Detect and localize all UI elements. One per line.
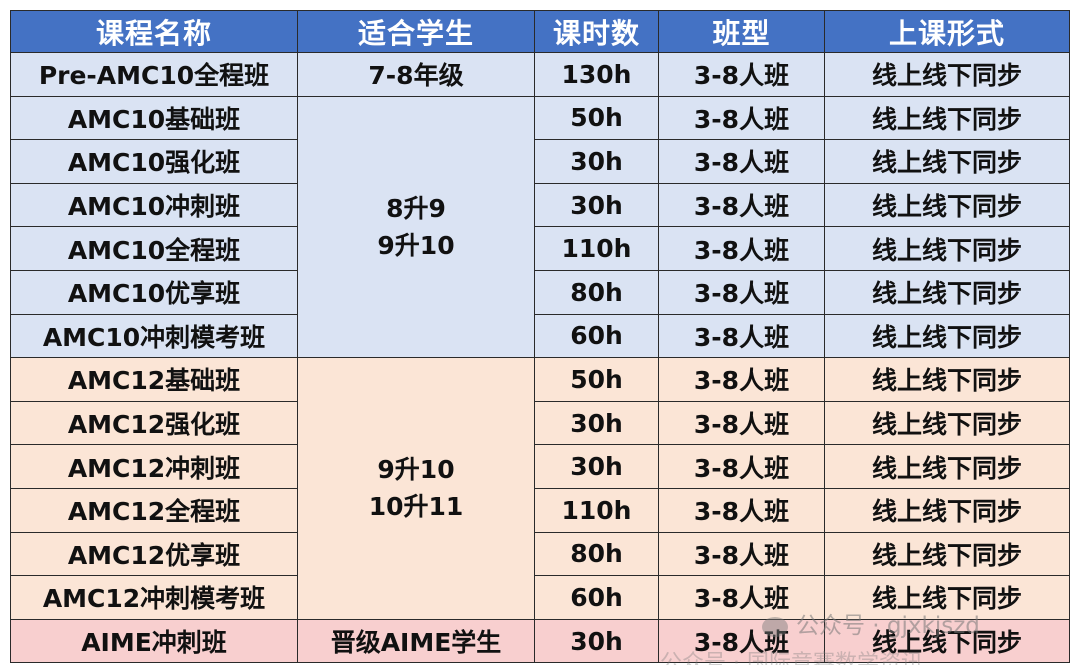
- format-cell: 线上线下同步: [824, 400, 1070, 446]
- header-format: 上课形式: [824, 10, 1070, 53]
- table-row: AMC12全程班 110h 3-8人班 线上线下同步: [10, 487, 1070, 533]
- class-size-cell: 3-8人班: [658, 575, 825, 620]
- students-line: 9升10: [377, 455, 455, 485]
- course-name-cell: AMC10优享班: [10, 269, 298, 315]
- class-size-cell: 3-8人班: [658, 618, 825, 664]
- course-table: 课程名称 适合学生 课时数 班型 上课形式 Pre-AMC10全程班 7-8年级…: [10, 10, 1070, 664]
- course-name-cell: Pre-AMC10全程班: [10, 52, 298, 97]
- format-cell: 线上线下同步: [824, 575, 1070, 620]
- course-name-cell: AMC10强化班: [10, 139, 298, 184]
- header-students: 适合学生: [297, 10, 535, 53]
- table-row: AMC12冲刺班 30h 3-8人班 线上线下同步: [10, 444, 1070, 489]
- table-row: AMC12强化班 30h 3-8人班 线上线下同步: [10, 400, 1070, 446]
- course-name-cell: AMC12冲刺模考班: [10, 575, 298, 620]
- course-name-cell: AMC12全程班: [10, 487, 298, 533]
- format-cell: 线上线下同步: [824, 52, 1070, 97]
- students-cell: 晋级AIME学生: [297, 618, 535, 664]
- class-size-cell: 3-8人班: [658, 487, 825, 533]
- course-name-cell: AMC10基础班: [10, 95, 298, 141]
- students-line: 9升10: [377, 230, 455, 260]
- class-size-cell: 3-8人班: [658, 226, 825, 271]
- format-cell: 线上线下同步: [824, 139, 1070, 184]
- hours-cell: 50h: [534, 357, 659, 402]
- format-cell: 线上线下同步: [824, 226, 1070, 271]
- watermark-partial: 公众号 · 国际竞赛数学资讯: [660, 651, 1030, 665]
- class-size-cell: 3-8人班: [658, 531, 825, 577]
- format-cell: 线上线下同步: [824, 444, 1070, 489]
- course-name-cell: AMC12强化班: [10, 400, 298, 446]
- hours-cell: 130h: [534, 52, 659, 97]
- table-row: AMC12冲刺模考班 60h 3-8人班 线上线下同步: [10, 575, 1070, 620]
- hours-cell: 30h: [534, 400, 659, 446]
- hours-cell: 50h: [534, 95, 659, 141]
- class-size-cell: 3-8人班: [658, 95, 825, 141]
- course-table-container: 课程名称 适合学生 课时数 班型 上课形式 Pre-AMC10全程班 7-8年级…: [10, 10, 1070, 664]
- table-row: AMC10强化班 30h 3-8人班 线上线下同步: [10, 139, 1070, 184]
- header-hours: 课时数: [534, 10, 659, 53]
- hours-cell: 30h: [534, 139, 659, 184]
- class-size-cell: 3-8人班: [658, 182, 825, 228]
- class-size-cell: 3-8人班: [658, 313, 825, 359]
- table-row: AMC12基础班 9升10 10升11 50h 3-8人班 线上线下同步: [10, 357, 1070, 620]
- students-line: 10升11: [368, 492, 464, 522]
- class-size-cell: 3-8人班: [658, 52, 825, 97]
- students-cell-amc12: 9升10 10升11: [297, 357, 535, 620]
- table-row: AMC10全程班 110h 3-8人班 线上线下同步: [10, 226, 1070, 271]
- table-row: AMC10冲刺班 30h 3-8人班 线上线下同步: [10, 182, 1070, 228]
- header-course-name: 课程名称: [10, 10, 298, 53]
- hours-cell: 80h: [534, 531, 659, 577]
- hours-cell: 110h: [534, 487, 659, 533]
- course-name-cell: AMC12优享班: [10, 531, 298, 577]
- class-size-cell: 3-8人班: [658, 357, 825, 402]
- hours-cell: 30h: [534, 182, 659, 228]
- students-cell-amc10: 8升9 9升10: [297, 95, 535, 359]
- format-cell: 线上线下同步: [824, 531, 1070, 577]
- format-cell: 线上线下同步: [824, 487, 1070, 533]
- format-cell: 线上线下同步: [824, 618, 1070, 664]
- hours-cell: 60h: [534, 575, 659, 620]
- course-name-cell: AMC10全程班: [10, 226, 298, 271]
- header-row: 课程名称 适合学生 课时数 班型 上课形式: [10, 10, 1070, 53]
- students-line: 8升9: [386, 193, 446, 223]
- table-row: AMC12优享班 80h 3-8人班 线上线下同步: [10, 531, 1070, 577]
- hours-cell: 80h: [534, 269, 659, 315]
- format-cell: 线上线下同步: [824, 357, 1070, 402]
- table-row: AMC10冲刺模考班 60h 3-8人班 线上线下同步: [10, 313, 1070, 359]
- format-cell: 线上线下同步: [824, 95, 1070, 141]
- class-size-cell: 3-8人班: [658, 269, 825, 315]
- course-name-cell: AMC10冲刺模考班: [10, 313, 298, 359]
- class-size-cell: 3-8人班: [658, 444, 825, 489]
- table-row: AMC10优享班 80h 3-8人班 线上线下同步: [10, 269, 1070, 315]
- format-cell: 线上线下同步: [824, 269, 1070, 315]
- class-size-cell: 3-8人班: [658, 400, 825, 446]
- table-row: AIME冲刺班 晋级AIME学生 30h 3-8人班 线上线下同步: [10, 618, 1070, 664]
- format-cell: 线上线下同步: [824, 182, 1070, 228]
- course-name-cell: AMC12基础班: [10, 357, 298, 402]
- students-cell: 7-8年级: [297, 52, 535, 97]
- course-name-cell: AIME冲刺班: [10, 618, 298, 664]
- table-row: AMC10基础班 8升9 9升10 50h 3-8人班 线上线下同步: [10, 95, 1070, 359]
- hours-cell: 110h: [534, 226, 659, 271]
- table-row: Pre-AMC10全程班 7-8年级 130h 3-8人班 线上线下同步: [10, 52, 1070, 97]
- course-name-cell: AMC10冲刺班: [10, 182, 298, 228]
- course-name-cell: AMC12冲刺班: [10, 444, 298, 489]
- format-cell: 线上线下同步: [824, 313, 1070, 359]
- header-class-size: 班型: [658, 10, 825, 53]
- watermark-partial-text: 公众号 · 国际竞赛数学资讯: [660, 651, 923, 665]
- hours-cell: 30h: [534, 444, 659, 489]
- hours-cell: 60h: [534, 313, 659, 359]
- class-size-cell: 3-8人班: [658, 139, 825, 184]
- hours-cell: 30h: [534, 618, 659, 664]
